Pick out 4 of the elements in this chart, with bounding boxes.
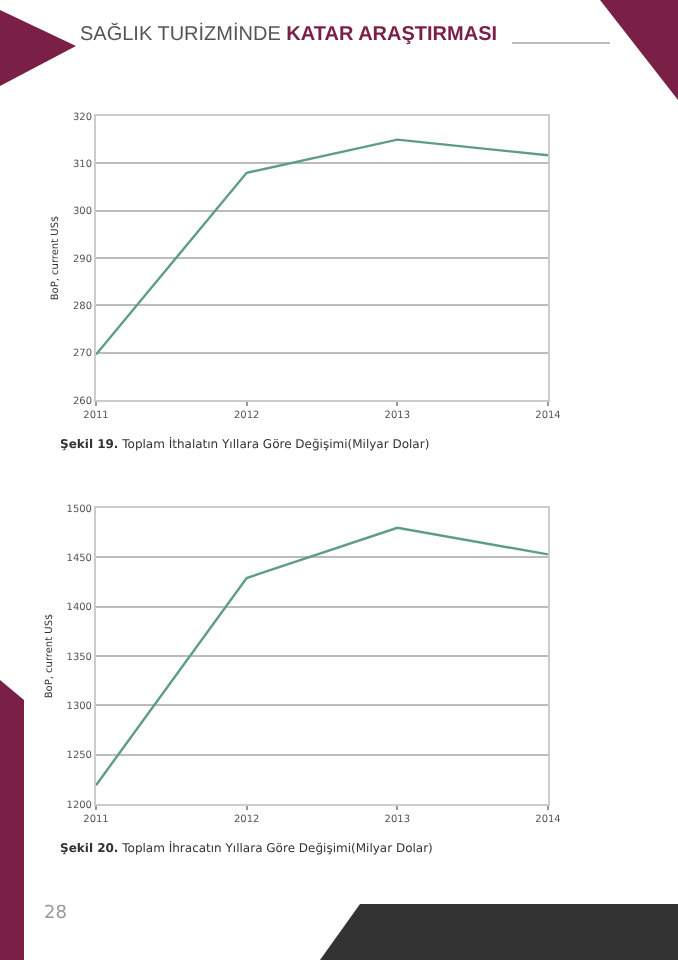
line-series: [96, 138, 548, 356]
line-series: [96, 526, 548, 787]
chart-title: SAĞLIK TURİZMİNDE KATAR ARAŞTIRMASI: [80, 24, 498, 46]
text: 28: [44, 904, 67, 924]
